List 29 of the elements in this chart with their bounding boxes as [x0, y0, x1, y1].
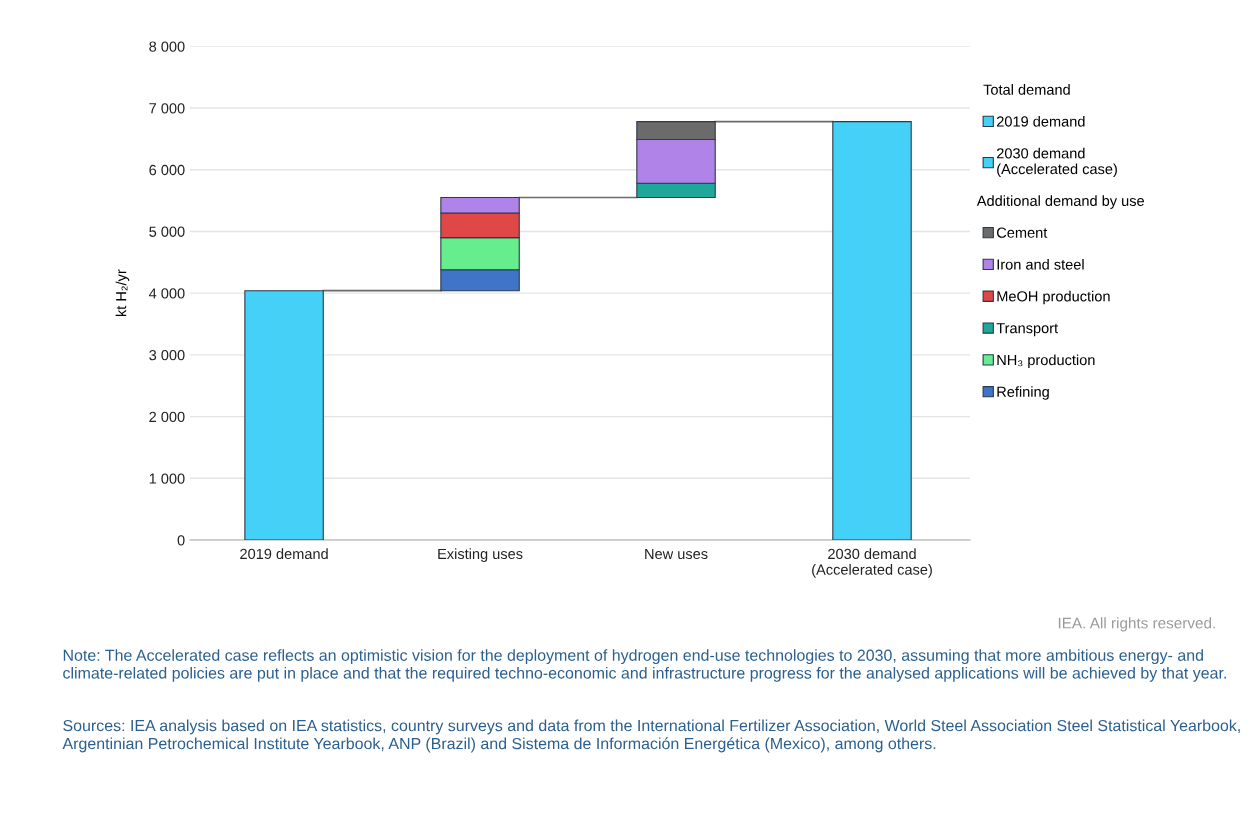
legend-label: 2030 demand (Accelerated case): [996, 147, 1117, 178]
legend-label: Cement: [996, 227, 1048, 238]
source-note: Sources: IEA analysis based on IEA statistics, country surveys and data from the International Fertilizer Association, World Steel Association Steel Statistical Yearbook, Argentinian Petrochemical Institute Yearbook, ANP (Brazil) and Sistema de Información Energética (Mexico), among others.: [62, 719, 1240, 753]
bar: [244, 290, 324, 541]
text: Additional demand by use: [976, 195, 1144, 209]
y-tick-label: 3 000: [149, 349, 185, 361]
legend-label: Refining: [997, 386, 1049, 400]
legend-label: MeOH production: [997, 290, 1110, 305]
text: Note: The Accelerated case reflects an optimistic vision for the deployment of hydrogen end-use technologies to 2030, assuming that more ambitious energy- and climate-related policies are put in place and that the required techno-economic and infrastructure progress for the analysed applications will be achieved by that year.: [63, 649, 1226, 682]
x-tick-label: 2019 demand: [240, 548, 328, 560]
legend-label: 2019 demand: [996, 115, 1085, 127]
legend-label: Transport: [996, 323, 1058, 337]
legend-label: NH₃ production: [997, 354, 1095, 369]
y-tick-label: 8 000: [149, 41, 185, 52]
legend-title: Total demand: [983, 84, 1070, 95]
x-tick-label: New uses: [645, 548, 708, 560]
text: IEA. All rights reserved.: [1058, 617, 1215, 632]
y-tick-label: 6 000: [149, 164, 185, 176]
y-tick-label: 0: [177, 535, 185, 546]
legend-label: Iron and steel: [997, 258, 1084, 270]
y-tick-label: 1 000: [149, 473, 185, 484]
x-tick-label: 2030 demand (Accelerated case): [812, 548, 932, 578]
x-tick-label: Existing uses: [438, 548, 523, 562]
y-tick-label: 7 000: [149, 103, 185, 114]
y-axis-title: kt H₂/yr: [115, 269, 130, 317]
y-tick-label: 5 000: [149, 226, 185, 237]
y-tick-label: 2 000: [149, 411, 185, 423]
y-tick-label: 4 000: [148, 288, 185, 299]
bar: [832, 121, 912, 541]
